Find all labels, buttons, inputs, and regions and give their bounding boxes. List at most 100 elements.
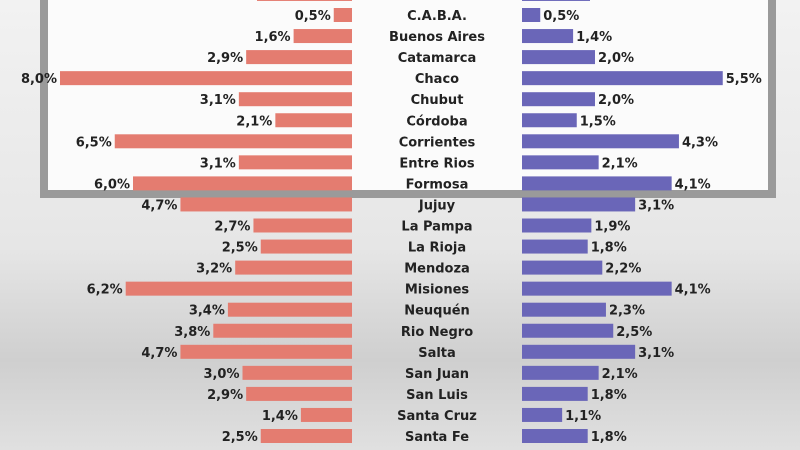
header-right-bar <box>522 0 590 1</box>
right-bar <box>522 155 599 170</box>
right-bar <box>522 92 595 107</box>
right-value-label: 4,3% <box>682 135 718 150</box>
left-value-label: 2,7% <box>214 220 250 235</box>
right-bar <box>522 281 672 296</box>
category-label: Santa Cruz <box>397 409 477 424</box>
right-bar <box>522 239 588 254</box>
left-value-label: 1,4% <box>262 409 298 424</box>
left-value-label: 1,6% <box>255 30 291 45</box>
left-value-label: 3,1% <box>200 93 236 108</box>
right-value-label: 2,1% <box>602 156 638 171</box>
right-value-label: 1,9% <box>594 220 630 235</box>
left-bar <box>238 92 352 107</box>
right-bar <box>522 50 595 65</box>
right-bar <box>522 386 588 401</box>
right-bar <box>522 365 599 380</box>
category-label: Neuquén <box>404 304 470 319</box>
right-value-label: 1,8% <box>591 241 627 256</box>
right-bar <box>522 29 574 44</box>
right-value-label: 1,5% <box>580 114 616 129</box>
right-value-label: 2,0% <box>598 51 634 66</box>
left-bar <box>227 302 352 317</box>
right-bar <box>522 407 563 422</box>
header-left-bar <box>257 0 352 1</box>
left-bar <box>180 344 352 359</box>
left-bar <box>235 260 352 275</box>
right-bar <box>522 429 588 443</box>
category-label: Jujuy <box>418 198 456 213</box>
left-bar <box>114 134 352 149</box>
right-value-label: 2,0% <box>598 93 634 108</box>
left-value-label: 2,9% <box>207 51 243 66</box>
category-label: Rio Negro <box>401 325 473 340</box>
right-value-label: 2,2% <box>605 262 641 277</box>
left-value-label: 2,1% <box>236 114 272 129</box>
left-bar <box>260 239 352 254</box>
left-bar <box>260 429 352 443</box>
right-bar <box>522 218 592 233</box>
left-bar <box>253 218 352 233</box>
right-value-label: 3,1% <box>638 346 674 361</box>
right-value-label: 4,1% <box>675 283 711 298</box>
left-value-label: 0,5% <box>295 9 331 24</box>
right-bar <box>522 71 723 86</box>
left-value-label: 3,4% <box>189 304 225 319</box>
category-label: La Rioja <box>408 241 466 256</box>
right-bar <box>522 176 672 191</box>
left-bar <box>213 323 352 338</box>
left-bar <box>246 386 352 401</box>
left-bar <box>125 281 352 296</box>
right-value-label: 2,3% <box>609 304 645 319</box>
category-label: Chaco <box>415 72 459 87</box>
right-value-label: 2,1% <box>602 367 638 382</box>
category-label: Corrientes <box>399 135 476 150</box>
right-value-label: 1,1% <box>565 409 601 424</box>
right-bar <box>522 134 679 149</box>
left-bar <box>180 197 352 212</box>
right-value-label: 2,5% <box>616 325 652 340</box>
left-bar <box>133 176 352 191</box>
left-value-label: 2,5% <box>222 430 258 445</box>
right-bar <box>522 344 636 359</box>
right-bar <box>522 8 541 22</box>
left-value-label: 3,2% <box>196 262 232 277</box>
right-value-label: 3,1% <box>638 198 674 213</box>
right-value-label: 4,1% <box>675 177 711 192</box>
right-value-label: 0,5% <box>543 9 579 24</box>
left-bar <box>300 407 352 422</box>
category-label: La Pampa <box>401 220 472 235</box>
category-label: Catamarca <box>398 51 477 66</box>
left-value-label: 6,5% <box>76 135 112 150</box>
left-bar <box>242 365 352 380</box>
category-label: Mendoza <box>404 262 470 277</box>
left-bar <box>293 29 352 44</box>
category-label: Chubut <box>411 93 464 108</box>
right-bar <box>522 323 614 338</box>
category-label: San Juan <box>405 367 469 382</box>
left-value-label: 3,0% <box>203 367 239 382</box>
category-label: Misiones <box>405 283 470 298</box>
left-value-label: 6,2% <box>87 283 123 298</box>
right-bar <box>522 197 636 212</box>
left-value-label: 4,7% <box>141 346 177 361</box>
right-value-label: 1,4% <box>576 30 612 45</box>
left-value-label: 3,8% <box>174 325 210 340</box>
background-frame <box>40 0 776 198</box>
right-value-label: 1,8% <box>591 430 627 445</box>
header-row-label: TOTAL PAIS <box>395 0 478 3</box>
left-value-label: 6,0% <box>94 177 130 192</box>
right-bar <box>522 113 577 128</box>
category-label: San Luis <box>406 388 468 403</box>
left-value-label: 8,0% <box>21 72 57 87</box>
left-bar <box>238 155 352 170</box>
category-label: Santa Fe <box>405 430 469 445</box>
left-value-label: 2,5% <box>222 241 258 256</box>
right-bar <box>522 260 603 275</box>
left-value-label: 3,1% <box>200 156 236 171</box>
left-bar <box>333 8 352 22</box>
category-label: Córdoba <box>406 114 467 129</box>
left-bar <box>60 71 352 86</box>
right-bar <box>522 302 606 317</box>
category-label: Entre Rios <box>399 156 475 171</box>
